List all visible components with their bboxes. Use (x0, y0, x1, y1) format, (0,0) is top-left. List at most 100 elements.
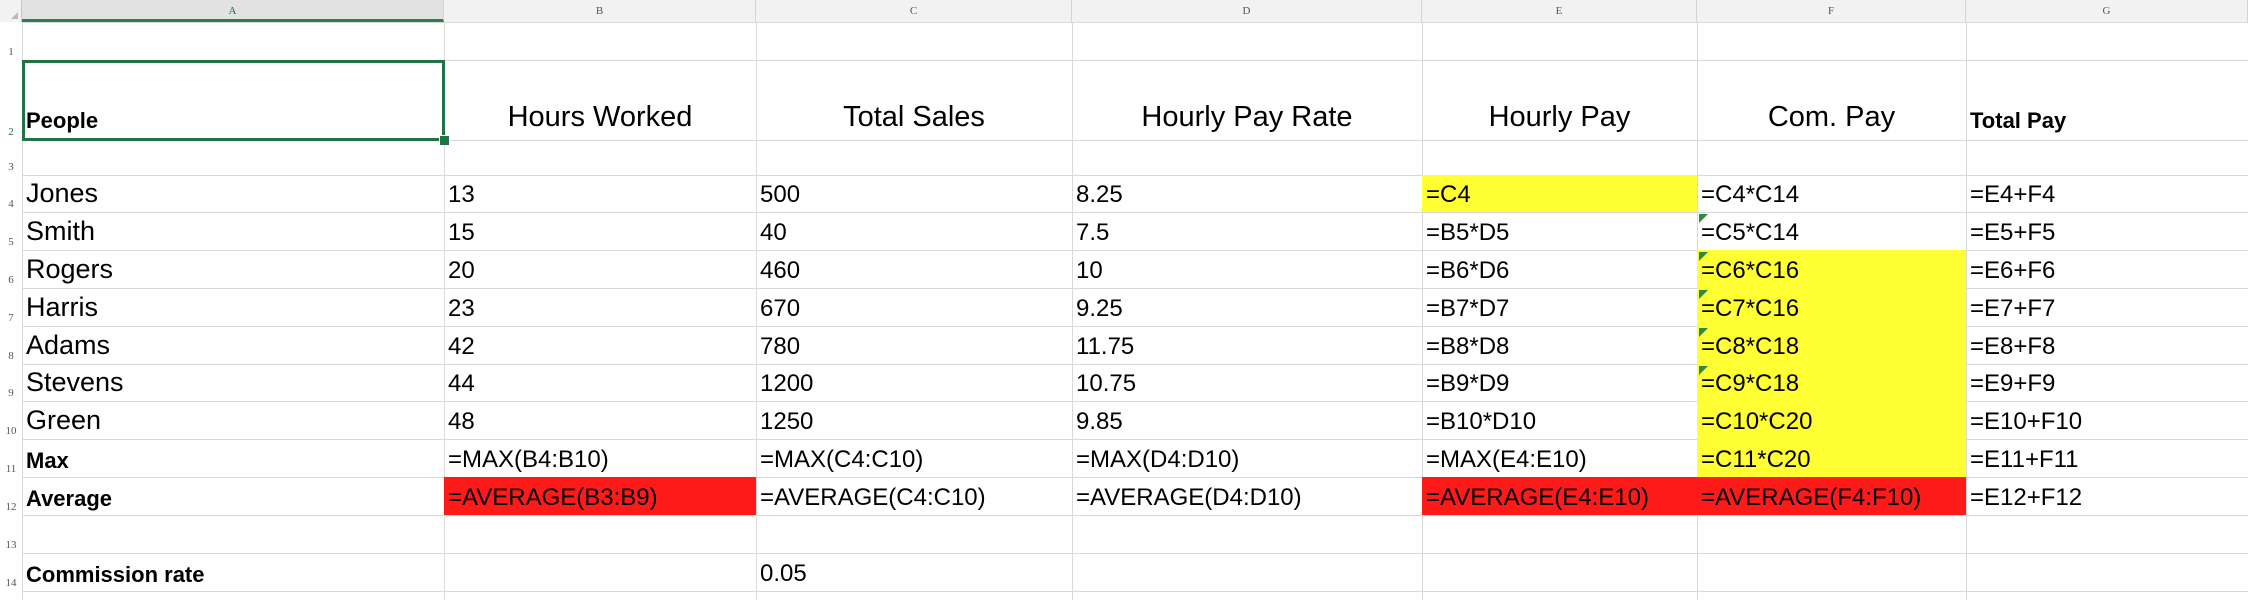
cell-g8[interactable]: =E8+F8 (1970, 333, 2056, 360)
cell-g10[interactable]: =E10+F10 (1970, 408, 2083, 435)
cell-d8[interactable]: 11.75 (1076, 333, 1135, 360)
cell-f4[interactable]: =C4*C14 (1701, 181, 1800, 208)
cell-e9[interactable]: =B9*D9 (1426, 370, 1510, 397)
cell-d5[interactable]: 7.5 (1076, 219, 1110, 246)
cell-c7[interactable]: 670 (760, 295, 801, 322)
column-header-a[interactable]: A (22, 0, 444, 22)
row-header-6[interactable]: 6 (0, 250, 22, 288)
column-header-g[interactable]: G (1966, 0, 2248, 22)
cell-f11[interactable]: =C11*C20 (1697, 439, 1966, 477)
cell-f8[interactable]: =C8*C18 (1697, 326, 1966, 364)
column-header-b[interactable]: B (444, 0, 756, 22)
cell-c9[interactable]: 1200 (760, 370, 814, 397)
row-header-11[interactable]: 11 (0, 439, 22, 477)
cell-c5[interactable]: 40 (760, 219, 787, 246)
cell-c14[interactable]: 0.05 (760, 560, 807, 587)
cell-f7[interactable]: =C7*C16 (1697, 288, 1966, 326)
cell-e8[interactable]: =B8*D8 (1426, 333, 1510, 360)
cell-d6[interactable]: 10 (1076, 257, 1103, 284)
cell-c4[interactable]: 500 (760, 181, 801, 208)
cell-b10[interactable]: 48 (448, 408, 475, 435)
cell-b8[interactable]: 42 (448, 333, 475, 360)
cell-c10[interactable]: 1250 (760, 408, 814, 435)
cell-e5[interactable]: =B5*D5 (1426, 219, 1510, 246)
cell-a5[interactable]: Smith (26, 216, 96, 246)
row-number: 2 (8, 126, 14, 138)
cell-e6[interactable]: =B6*D6 (1426, 257, 1510, 284)
cell-a10[interactable]: Green (26, 405, 102, 435)
row-gridline (22, 553, 2248, 554)
row-header-1[interactable]: 1 (0, 22, 22, 60)
cell-a14[interactable]: Commission rate (26, 562, 205, 587)
row-header-9[interactable]: 9 (0, 364, 22, 401)
cell-g4[interactable]: =E4+F4 (1970, 181, 2056, 208)
row-header-10[interactable]: 10 (0, 401, 22, 439)
cell-f5[interactable]: =C5*C14 (1701, 219, 1800, 246)
cell-b11[interactable]: =MAX(B4:B10) (448, 446, 609, 473)
cell-a11[interactable]: Max (26, 448, 69, 473)
cell-e10[interactable]: =B10*D10 (1426, 408, 1537, 435)
column-header-d[interactable]: D (1072, 0, 1422, 22)
cell-d12[interactable]: =AVERAGE(D4:D10) (1076, 484, 1302, 511)
cell-b12[interactable]: =AVERAGE(B3:B9) (444, 477, 756, 515)
row-header-12[interactable]: 12 (0, 477, 22, 515)
cell-g2[interactable]: Total Pay (1970, 108, 2067, 133)
cell-a6[interactable]: Rogers (26, 254, 114, 284)
fill-handle[interactable] (439, 135, 450, 146)
row-header-4[interactable]: 4 (0, 175, 22, 212)
column-header-c[interactable]: C (756, 0, 1072, 22)
row-header-5[interactable]: 5 (0, 212, 22, 250)
cell-e11[interactable]: =MAX(E4:E10) (1426, 446, 1587, 473)
cell-a8[interactable]: Adams (26, 330, 111, 360)
cell-g11[interactable]: =E11+F11 (1970, 446, 2079, 473)
cell-a7[interactable]: Harris (26, 292, 98, 322)
cell-g5[interactable]: =E5+F5 (1970, 219, 2056, 246)
cell-f2[interactable]: Com. Pay (1767, 101, 1896, 133)
cell-c6[interactable]: 460 (760, 257, 801, 284)
cell-b9[interactable]: 44 (448, 370, 475, 397)
cell-a12[interactable]: Average (26, 486, 113, 511)
row-header-13[interactable]: 13 (0, 515, 22, 553)
cell-b5[interactable]: 15 (448, 219, 475, 246)
cell-d10[interactable]: 9.85 (1076, 408, 1123, 435)
row-header-7[interactable]: 7 (0, 288, 22, 326)
row-gridline (22, 250, 2248, 251)
cell-c12[interactable]: =AVERAGE(C4:C10) (760, 484, 986, 511)
cell-f6[interactable]: =C6*C16 (1697, 250, 1966, 288)
row-header-2[interactable]: 2 (0, 60, 22, 140)
cell-e4[interactable]: =C4 (1422, 175, 1697, 212)
cell-a4[interactable]: Jones (26, 178, 99, 208)
cell-g12[interactable]: =E12+F12 (1970, 484, 2083, 511)
row-gridline (22, 364, 2248, 365)
cell-g6[interactable]: =E6+F6 (1970, 257, 2056, 284)
cell-g7[interactable]: =E7+F7 (1970, 295, 2056, 322)
row-header-3[interactable]: 3 (0, 140, 22, 175)
cell-e7[interactable]: =B7*D7 (1426, 295, 1510, 322)
column-header-e[interactable]: E (1422, 0, 1697, 22)
cell-b6[interactable]: 20 (448, 257, 475, 284)
row-header-8[interactable]: 8 (0, 326, 22, 364)
row-header-14[interactable]: 14 (0, 553, 22, 591)
column-header-f[interactable]: F (1697, 0, 1966, 22)
row-number: 6 (8, 274, 14, 286)
cell-a9[interactable]: Stevens (26, 367, 124, 397)
cell-f12[interactable]: =AVERAGE(F4:F10) (1697, 477, 1966, 515)
cell-c11[interactable]: =MAX(C4:C10) (760, 446, 924, 473)
cell-g9[interactable]: =E9+F9 (1970, 370, 2056, 397)
cell-d2[interactable]: Hourly Pay Rate (1141, 101, 1353, 133)
cell-b4[interactable]: 13 (448, 181, 475, 208)
cell-a2[interactable]: People (26, 108, 99, 133)
cell-c2[interactable]: Total Sales (843, 101, 985, 133)
cell-d9[interactable]: 10.75 (1076, 370, 1137, 397)
cell-c8[interactable]: 780 (760, 333, 801, 360)
cell-e12[interactable]: =AVERAGE(E4:E10) (1422, 477, 1697, 515)
cell-b2[interactable]: Hours Worked (507, 101, 693, 133)
cell-d7[interactable]: 9.25 (1076, 295, 1123, 322)
select-all-corner[interactable] (0, 0, 22, 22)
cell-d4[interactable]: 8.25 (1076, 181, 1123, 208)
cell-f10[interactable]: =C10*C20 (1697, 401, 1966, 439)
cell-f9[interactable]: =C9*C18 (1697, 364, 1966, 401)
cell-d11[interactable]: =MAX(D4:D10) (1076, 446, 1240, 473)
cell-e2[interactable]: Hourly Pay (1488, 101, 1631, 133)
cell-b7[interactable]: 23 (448, 295, 475, 322)
